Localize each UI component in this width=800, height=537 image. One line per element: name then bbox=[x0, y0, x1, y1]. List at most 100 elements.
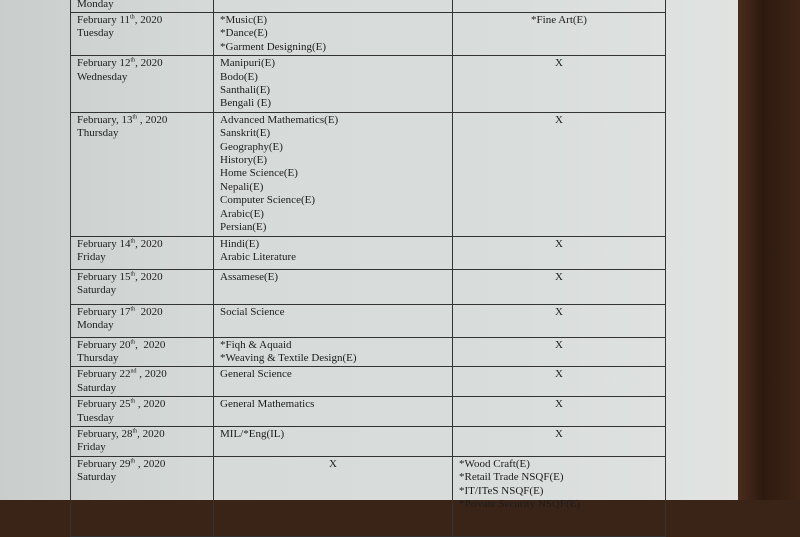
subject: Computer Science(E) bbox=[220, 194, 315, 207]
other-subjects-cell: X bbox=[452, 303, 666, 338]
date-cell: February, 13th , 2020 Thursday bbox=[70, 111, 214, 237]
subjects-cell: X bbox=[213, 455, 453, 537]
schedule-row: February 17th 2020 Monday Social Science X bbox=[70, 303, 666, 338]
subject: Manipuri(E) bbox=[220, 57, 275, 70]
other-subject: X bbox=[555, 398, 563, 411]
schedule-row: February 29th , 2020 Saturday X *Wood Craft… bbox=[70, 455, 666, 537]
date-suffix: th bbox=[132, 428, 138, 435]
date-year: , 2020 bbox=[135, 457, 166, 470]
date-year: , 2020 bbox=[136, 368, 167, 381]
date-suffix: th bbox=[130, 398, 136, 405]
subject: Arabic Literature bbox=[220, 250, 297, 263]
other-subject: X bbox=[555, 270, 563, 283]
subject: Assamese(E) bbox=[220, 270, 279, 283]
other-subject: X bbox=[555, 113, 563, 126]
weekday: Friday bbox=[77, 441, 106, 454]
date-text: February 14 bbox=[77, 237, 131, 250]
subject: MIL/*Eng(IL) bbox=[220, 427, 285, 440]
schedule-row: February 11th, 2020 Tuesday *Music(E) *Danc… bbox=[70, 11, 666, 57]
schedule-row: February 20th, 2020 Thursday *Fiqh & Aquai… bbox=[70, 336, 666, 368]
other-subject: X bbox=[555, 427, 563, 440]
schedule-row: February 14th, 2020 Friday Hindi(E) Arabic … bbox=[70, 235, 666, 270]
subjects-cell: *Music(E) *Dance(E) *Garment Designing(E) bbox=[213, 11, 453, 57]
subject: Advanced Mathematics(E) bbox=[220, 113, 339, 126]
other-subjects-cell: X bbox=[452, 268, 666, 305]
date-year: , 2020 bbox=[135, 270, 163, 283]
subjects-cell: Hindi(E) Arabic Literature bbox=[213, 235, 453, 270]
other-subject: X bbox=[555, 305, 563, 318]
other-subject: *IT/ITeS NSQF(E) bbox=[459, 484, 544, 497]
subject: Geography(E) bbox=[220, 140, 283, 153]
date-year: , 2020 bbox=[137, 427, 165, 440]
subject: Bengali (E) bbox=[220, 97, 272, 110]
date-suffix: th bbox=[130, 237, 136, 244]
date-suffix: th bbox=[130, 14, 135, 21]
subjects-cell: General Mathematics bbox=[213, 396, 453, 427]
date-text: February 11 bbox=[77, 14, 131, 26]
date-cell: February, 28th, 2020 Friday bbox=[70, 425, 214, 457]
other-subject: *Wood Craft(E) bbox=[459, 457, 530, 470]
date-year: , 2020 bbox=[134, 14, 163, 26]
other-subject: *Fine Art(E) bbox=[531, 14, 587, 26]
date-suffix: th bbox=[130, 338, 136, 345]
other-subjects-cell: *Wood Craft(E) *Retail Trade NSQF(E) *IT/I… bbox=[452, 455, 666, 537]
weekday: Friday bbox=[77, 250, 106, 263]
subject: History(E) bbox=[220, 154, 268, 167]
date-year: , 2020 bbox=[135, 398, 166, 411]
weekday: Wednesday bbox=[77, 70, 128, 83]
wooden-table-background bbox=[738, 0, 800, 500]
subject: *Weaving & Textile Design(E) bbox=[220, 351, 357, 364]
date-text: February 20 bbox=[77, 338, 131, 351]
subject: General Mathematics bbox=[220, 398, 315, 411]
subject: General Science bbox=[220, 368, 292, 381]
subject: *Garment Designing(E) bbox=[220, 40, 326, 53]
date-suffix: th bbox=[130, 57, 136, 64]
subjects-cell: General Science bbox=[213, 366, 453, 398]
other-subjects-cell bbox=[452, 0, 666, 13]
other-subjects-cell: *Fine Art(E) bbox=[452, 11, 666, 57]
date-cell: February 12th, 2020 Wednesday bbox=[70, 55, 214, 113]
other-subjects-cell: X bbox=[452, 366, 666, 398]
subject: Sanskrit(E) bbox=[220, 127, 271, 140]
other-subject: *Retail Trade NSQF(E) bbox=[459, 471, 564, 484]
schedule-row: February, 13th , 2020 Thursday Advanced Ma… bbox=[70, 111, 666, 237]
weekday: Monday bbox=[77, 318, 114, 331]
weekday: Thursday bbox=[77, 127, 119, 140]
other-subjects-cell: X bbox=[452, 111, 666, 237]
date-cell: February 17th 2020 Monday bbox=[70, 303, 214, 338]
date-suffix: th bbox=[130, 458, 136, 465]
date-year: , 2020 bbox=[135, 338, 166, 351]
date-cell: February 25th , 2020 Tuesday bbox=[70, 396, 214, 427]
subject: Persian(E) bbox=[220, 221, 267, 234]
subjects-cell bbox=[213, 0, 453, 13]
other-subjects-cell: X bbox=[452, 336, 666, 368]
weekday: Thursday bbox=[77, 351, 119, 364]
date-text: February 22 bbox=[77, 368, 131, 381]
subject: X bbox=[329, 457, 337, 470]
subject: Social Science bbox=[220, 305, 285, 318]
other-subjects-cell: X bbox=[452, 55, 666, 113]
subject: Nepali(E) bbox=[220, 180, 264, 193]
exam-schedule-table: Monday February 11th, 2020 Tuesday *Music(E… bbox=[70, 0, 666, 537]
schedule-row: February 15th, 2020 Saturday Assamese(E) X bbox=[70, 268, 666, 305]
schedule-row: Monday bbox=[70, 0, 666, 13]
subject: Hindi(E) bbox=[220, 237, 260, 250]
date-cell: February 11th, 2020 Tuesday bbox=[70, 11, 214, 57]
date-cell: February 14th, 2020 Friday bbox=[70, 235, 214, 270]
weekday: Saturday bbox=[77, 283, 117, 296]
subject: *Fiqh & Aquaid bbox=[220, 338, 292, 351]
subject: Bodo(E) bbox=[220, 70, 258, 83]
date-text: February 25 bbox=[77, 398, 131, 411]
date-cell: Monday bbox=[70, 0, 214, 13]
subjects-cell: Advanced Mathematics(E) Sanskrit(E) Geogra… bbox=[213, 111, 453, 237]
other-subject: X bbox=[555, 338, 563, 351]
subjects-cell: Social Science bbox=[213, 303, 453, 338]
date-suffix: th bbox=[132, 114, 138, 121]
subject: Home Science(E) bbox=[220, 167, 298, 180]
weekday: Monday bbox=[77, 0, 114, 10]
subject: Arabic(E) bbox=[220, 207, 264, 220]
date-year: , 2020 bbox=[137, 113, 168, 126]
date-text: February 12 bbox=[77, 57, 131, 70]
date-text: February 17 bbox=[77, 305, 131, 318]
other-subjects-cell: X bbox=[452, 235, 666, 270]
